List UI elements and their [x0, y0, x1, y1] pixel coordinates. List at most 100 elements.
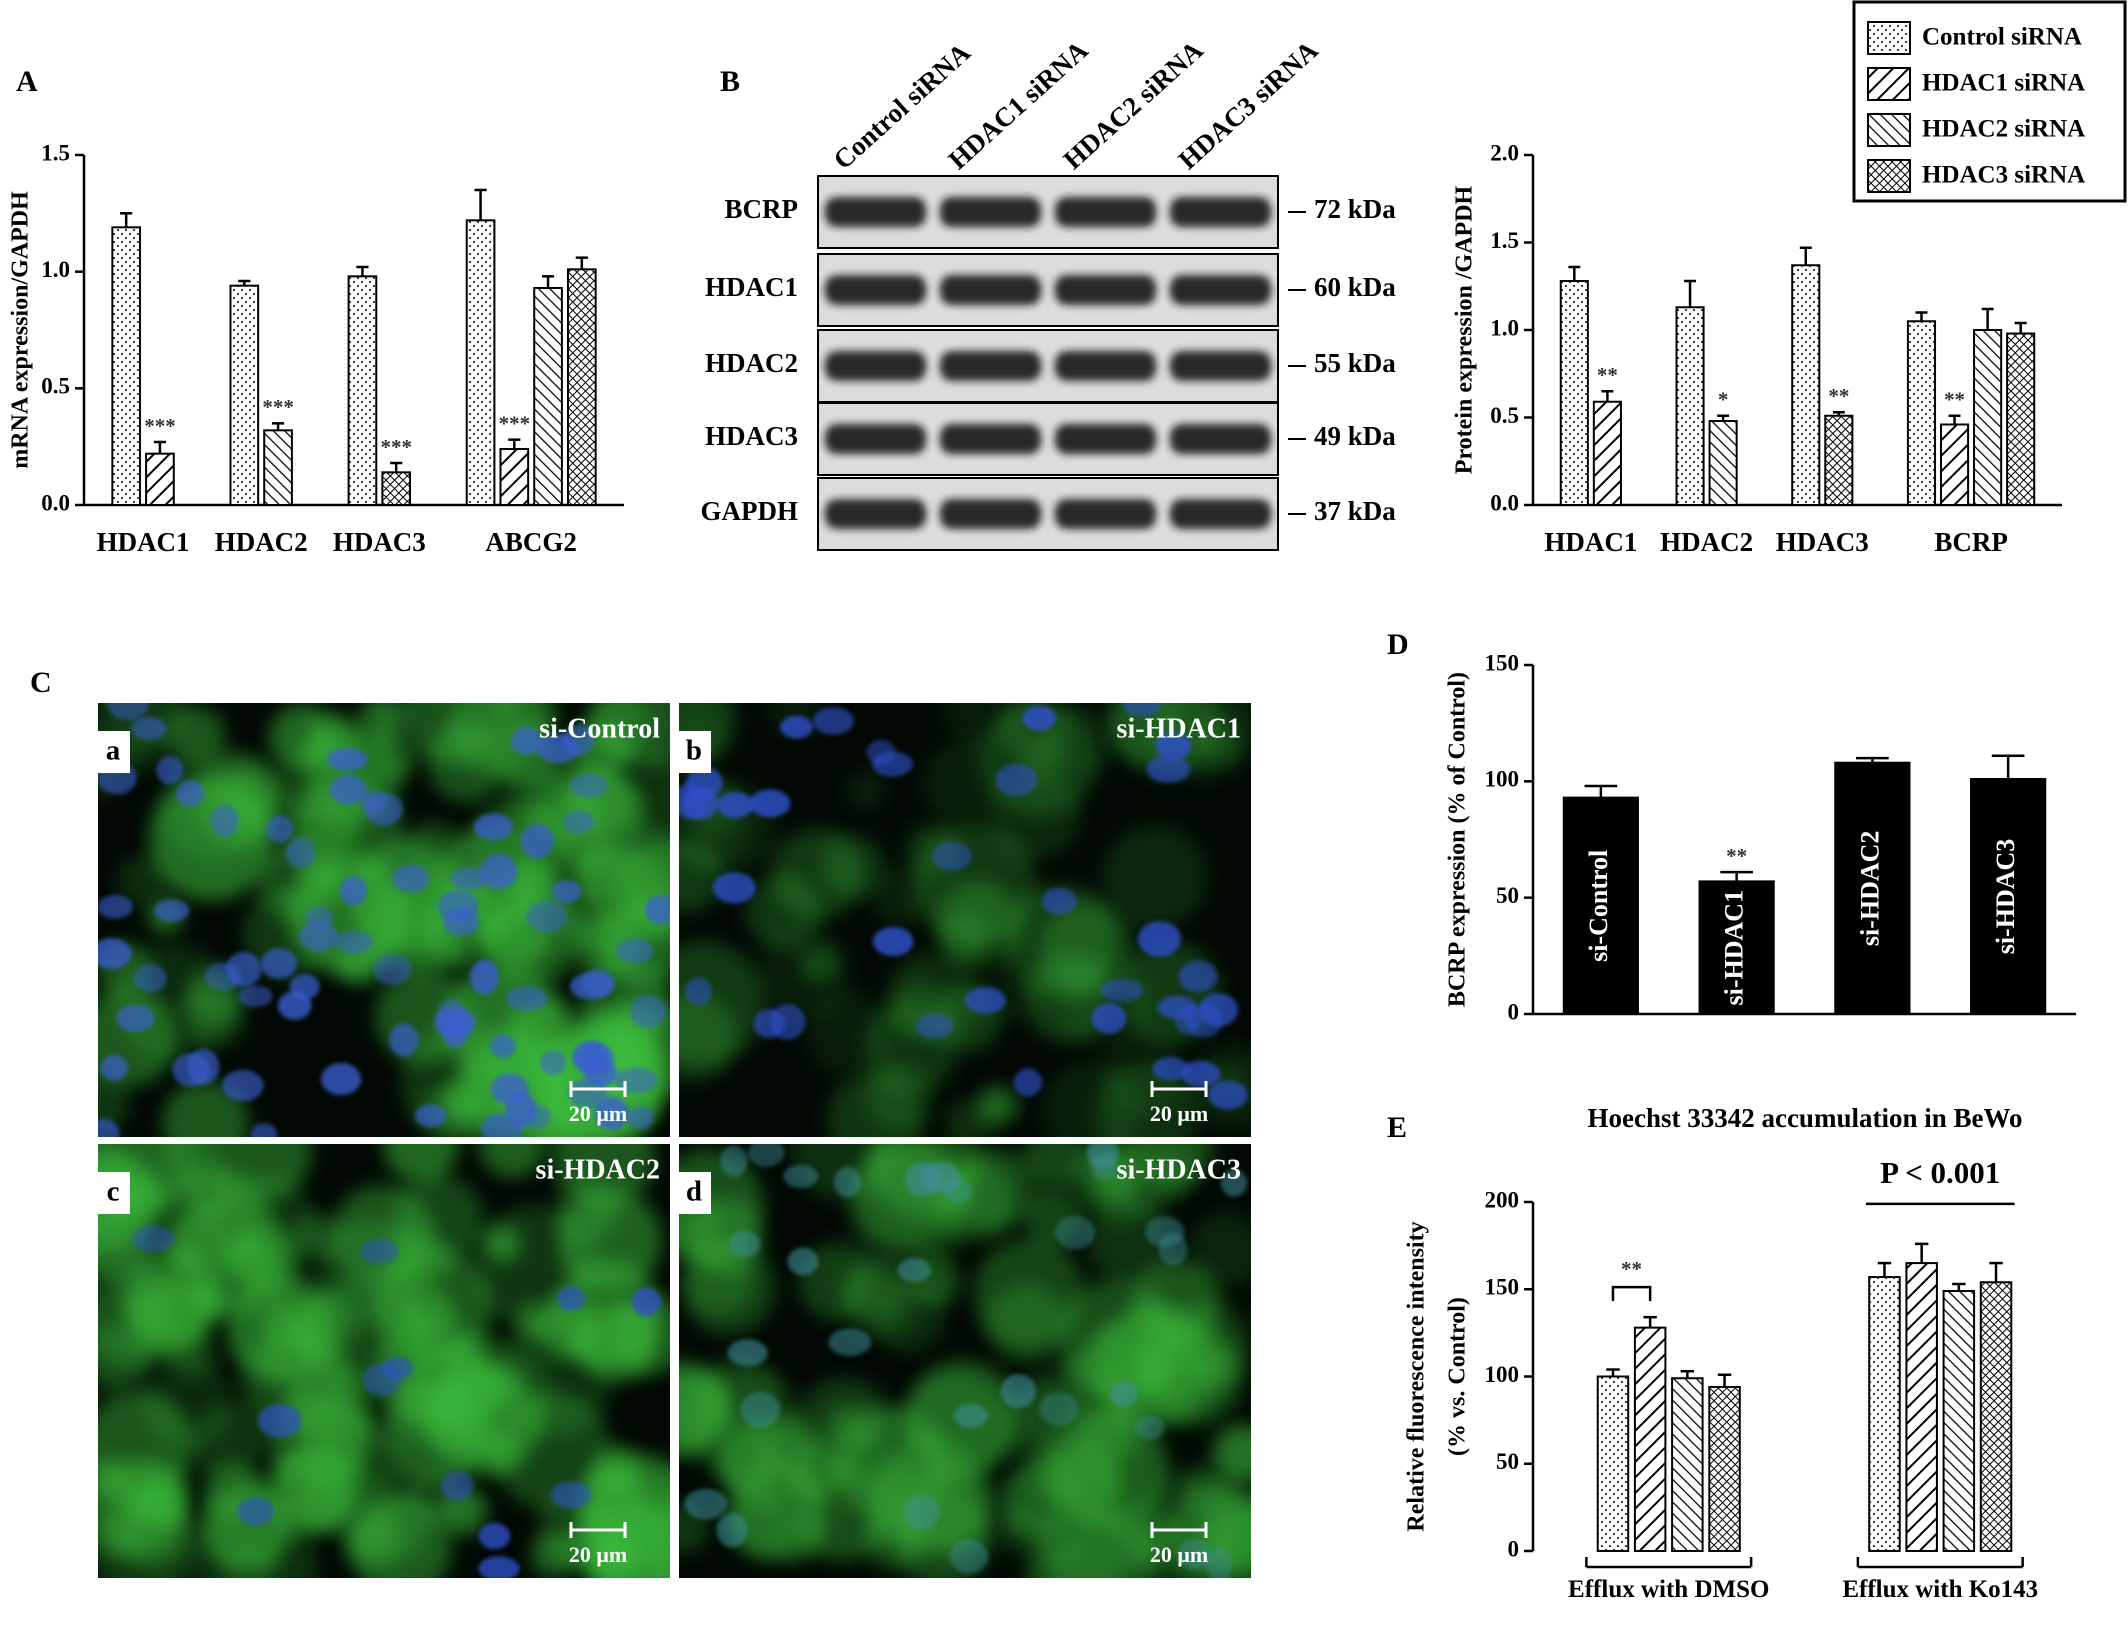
y-axis-label: mRNA expression/GAPDH [8, 191, 34, 469]
cell-stain [98, 1493, 198, 1578]
y-tick-label: 50 [1496, 1449, 1519, 1474]
scale-label: 20 μm [1150, 1101, 1208, 1126]
bar [1942, 1289, 1976, 1552]
bar-label: si-HDAC1 [1720, 890, 1749, 1006]
cell-stain [888, 949, 980, 1042]
panel-letter: C [30, 666, 52, 699]
nucleus [584, 1059, 618, 1087]
nucleus [474, 813, 513, 841]
x-tick-label: HDAC2 [215, 527, 308, 557]
nucleus [443, 907, 480, 936]
image-label: si-HDAC3 [1117, 1154, 1241, 1185]
nucleus [897, 1258, 931, 1282]
x-tick-label: HDAC3 [333, 527, 426, 557]
nucleus [631, 1287, 662, 1317]
letter-box [96, 1172, 130, 1214]
legend-swatch [1867, 159, 1911, 193]
chart-title: Hoechst 33342 accumulation in BeWo [1587, 1103, 2022, 1133]
nucleus [1152, 1057, 1190, 1081]
nucleus [210, 804, 239, 838]
nucleus [720, 1145, 748, 1177]
y-tick-label: 0.0 [41, 490, 70, 515]
nucleus [265, 815, 294, 843]
nucleus [1146, 755, 1191, 783]
bar [566, 268, 597, 507]
y-tick-label: 150 [1485, 1275, 1520, 1300]
nucleus [98, 1118, 120, 1137]
nucleus [728, 1231, 761, 1258]
blot-band [1169, 275, 1272, 305]
nucleus [1137, 921, 1181, 957]
cell-stain [771, 828, 863, 920]
cell-stain [295, 1477, 350, 1533]
nucleus [539, 1050, 567, 1076]
letter-box [96, 731, 130, 773]
y-tick-label: 0 [1508, 999, 1520, 1024]
nucleus [682, 787, 718, 820]
bar [1633, 1326, 1667, 1553]
legend-label: HDAC3 siRNA [1922, 162, 2085, 189]
cell-stain [361, 728, 417, 784]
cell-stain [758, 1414, 823, 1479]
size-label: 49 kDa [1314, 421, 1396, 451]
blot-band [939, 197, 1042, 227]
nucleus [450, 867, 488, 890]
nucleus [943, 1179, 972, 1204]
y-tick-label: 1.0 [41, 257, 70, 282]
nucleus [250, 1123, 278, 1137]
nucleus [1220, 1169, 1248, 1197]
nucleus [98, 938, 132, 970]
nucleus [187, 1048, 220, 1085]
y-axis-label: BCRP expression (% of Control) [1445, 672, 1471, 1007]
y-tick-label: 0.5 [1490, 403, 1519, 428]
cell-stain [1132, 1260, 1221, 1349]
letter-box [677, 1172, 711, 1214]
nucleus [953, 1403, 988, 1428]
cell-stain [383, 1144, 459, 1183]
nucleus [1022, 705, 1057, 731]
y-axis-label: (% vs. Control) [1445, 1297, 1471, 1456]
significance-label: *** [262, 395, 294, 419]
legend-label: HDAC2 siRNA [1922, 116, 2085, 143]
nucleus [289, 974, 320, 1000]
bar [1791, 264, 1821, 506]
nucleus [871, 751, 914, 777]
significance-label: ** [1597, 363, 1618, 387]
cell-stain [401, 703, 511, 765]
nucleus [176, 780, 205, 807]
cell-stain [391, 1174, 484, 1267]
nucleus [238, 985, 273, 1008]
blot-band [939, 424, 1042, 454]
bar [1979, 1281, 2013, 1553]
panel-letter: A [16, 65, 38, 98]
nucleus [1086, 1144, 1119, 1169]
cell-stain [684, 1244, 755, 1315]
nucleus [237, 1497, 274, 1526]
blot-band [1169, 197, 1272, 227]
bar [1868, 1276, 1901, 1553]
bar [263, 429, 293, 507]
cell-stain [929, 1462, 966, 1499]
image-letter: b [686, 735, 702, 767]
bar [1698, 880, 1775, 1015]
y-tick-label: 0.0 [1490, 490, 1519, 515]
row-label: HDAC2 [705, 348, 798, 378]
nucleus [154, 899, 190, 922]
bar [381, 471, 412, 507]
bar [1834, 761, 1911, 1015]
y-tick-label: 150 [1485, 650, 1520, 675]
scale-label: 20 μm [569, 1542, 627, 1567]
y-tick-label: 50 [1496, 883, 1519, 908]
cell-stain [98, 1071, 130, 1134]
nucleus [562, 724, 595, 756]
nucleus [616, 938, 654, 964]
x-tick-label: HDAC3 [1776, 527, 1869, 557]
nucleus [685, 977, 713, 1006]
blot-band [1054, 275, 1157, 305]
cell-stain [554, 1180, 618, 1243]
nucleus [716, 791, 755, 818]
cell-stain [347, 838, 462, 953]
cell-stain [1004, 1461, 1075, 1532]
nucleus [329, 774, 367, 805]
